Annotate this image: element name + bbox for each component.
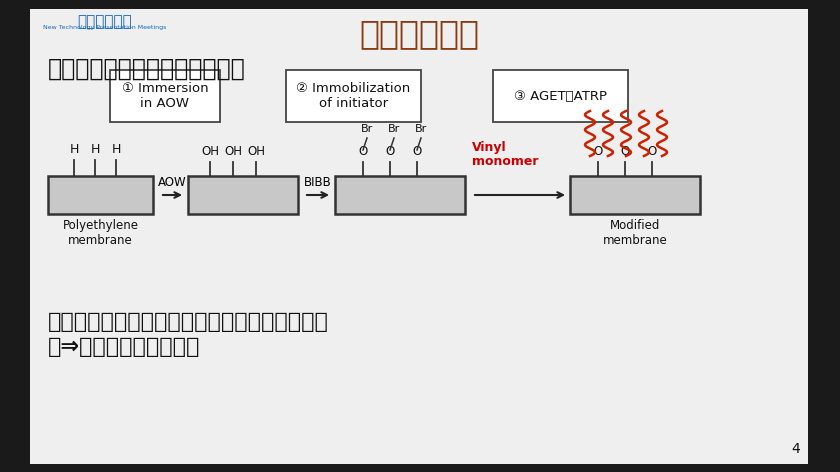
FancyBboxPatch shape	[335, 176, 465, 214]
Text: ② Immobilization
of initiator: ② Immobilization of initiator	[297, 82, 411, 110]
Text: 4: 4	[791, 442, 800, 456]
Text: ① Immersion
in AOW: ① Immersion in AOW	[122, 82, 208, 110]
Text: H: H	[112, 143, 121, 156]
Text: ⇒スケールアップ可能: ⇒スケールアップ可能	[48, 337, 201, 357]
FancyBboxPatch shape	[110, 70, 220, 122]
FancyBboxPatch shape	[570, 176, 700, 214]
Text: H: H	[91, 143, 100, 156]
Text: OH: OH	[247, 145, 265, 158]
Text: Br: Br	[415, 124, 427, 134]
Text: O: O	[648, 145, 657, 158]
Text: OH: OH	[201, 145, 219, 158]
Text: OH: OH	[224, 145, 242, 158]
Text: 新技術の特徴: 新技術の特徴	[359, 17, 479, 50]
Text: Modified
membrane: Modified membrane	[602, 219, 667, 247]
Text: Vinyl: Vinyl	[472, 141, 507, 154]
Text: H: H	[70, 143, 79, 156]
Text: ・減圧操作や脱酸素操作が不要: ・減圧操作や脱酸素操作が不要	[48, 57, 246, 81]
Text: Br: Br	[361, 124, 373, 134]
Text: 新技術説明会: 新技術説明会	[77, 14, 133, 29]
FancyBboxPatch shape	[286, 70, 421, 122]
Text: ③ AGET－ATRP: ③ AGET－ATRP	[514, 90, 607, 102]
FancyBboxPatch shape	[493, 70, 628, 122]
Text: monomer: monomer	[472, 155, 538, 168]
Text: O: O	[386, 145, 395, 158]
Text: Polyethylene
membrane: Polyethylene membrane	[62, 219, 139, 247]
Text: O: O	[412, 145, 422, 158]
Text: AOW: AOW	[158, 176, 186, 189]
FancyBboxPatch shape	[48, 176, 153, 214]
Text: ・原理的に，膜モジュール内で一括修飾が可能: ・原理的に，膜モジュール内で一括修飾が可能	[48, 312, 329, 332]
Text: O: O	[621, 145, 630, 158]
FancyBboxPatch shape	[30, 9, 808, 464]
Text: O: O	[593, 145, 602, 158]
FancyBboxPatch shape	[188, 176, 298, 214]
Text: O: O	[359, 145, 368, 158]
Text: BIBB: BIBB	[304, 176, 332, 189]
Text: New Technology Presentation Meetings: New Technology Presentation Meetings	[44, 25, 166, 30]
Text: Br: Br	[388, 124, 400, 134]
